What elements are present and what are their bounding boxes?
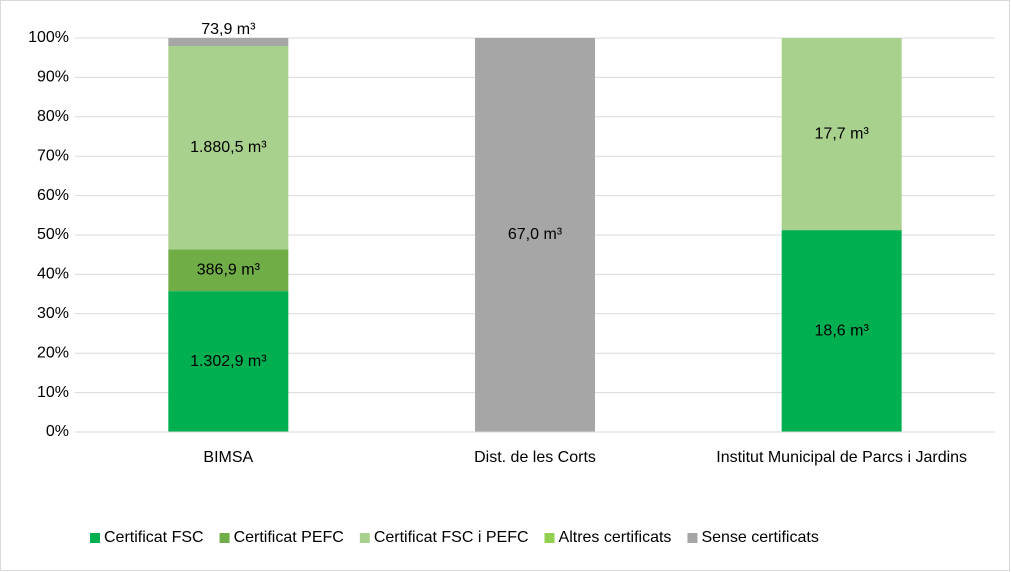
bar-segment <box>168 45 289 250</box>
legend-swatch <box>544 533 555 543</box>
y-tick-label: 10% <box>37 384 69 401</box>
data-label: 1.880,5 m³ <box>190 139 267 156</box>
legend-label: Certificat FSC <box>104 529 204 546</box>
y-tick-label: 50% <box>37 226 69 243</box>
x-tick-label: Dist. de les Corts <box>474 449 596 466</box>
x-tick-label: BIMSA <box>203 449 254 466</box>
legend-swatch <box>90 533 100 543</box>
data-label: 67,0 m³ <box>508 226 563 243</box>
y-tick-label: 30% <box>37 305 69 322</box>
y-tick-label: 90% <box>37 69 69 86</box>
bar-segment <box>781 230 902 432</box>
bar-segment <box>168 291 289 432</box>
data-label: 1.302,9 m³ <box>190 353 267 370</box>
legend-swatch <box>219 533 230 543</box>
y-tick-label: 60% <box>37 187 69 204</box>
data-label: 18,6 m³ <box>815 322 870 339</box>
legend-label: Certificat FSC i PEFC <box>374 529 529 546</box>
bar-segment <box>168 249 289 292</box>
y-tick-label: 20% <box>37 344 69 361</box>
x-tick-label: Institut Municipal de Parcs i Jardins <box>716 449 968 466</box>
y-tick-label: 100% <box>28 29 69 46</box>
x-tick-label-box: BIMSA <box>203 449 254 466</box>
bar-segment <box>781 38 902 231</box>
x-tick-label-box: Institut Municipal de Parcs i Jardins <box>716 449 968 466</box>
bar-segment <box>168 38 289 46</box>
y-tick-label: 80% <box>37 108 69 125</box>
legend-label: Certificat PEFC <box>234 529 344 546</box>
data-label: 17,7 m³ <box>815 125 870 142</box>
data-label: 73,9 m³ <box>201 21 256 38</box>
bar-segment <box>475 38 595 432</box>
y-tick-label: 0% <box>46 423 69 440</box>
y-tick-label: 70% <box>37 147 69 164</box>
y-tick-label: 40% <box>37 266 69 283</box>
legend-label: Sense certificats <box>701 529 818 546</box>
legend-swatch <box>687 533 698 543</box>
data-label: 386,9 m³ <box>197 261 261 278</box>
x-tick-label-box: Dist. de les Corts <box>474 449 596 466</box>
legend-swatch <box>359 533 370 543</box>
legend-label: Altres certificats <box>559 529 672 546</box>
